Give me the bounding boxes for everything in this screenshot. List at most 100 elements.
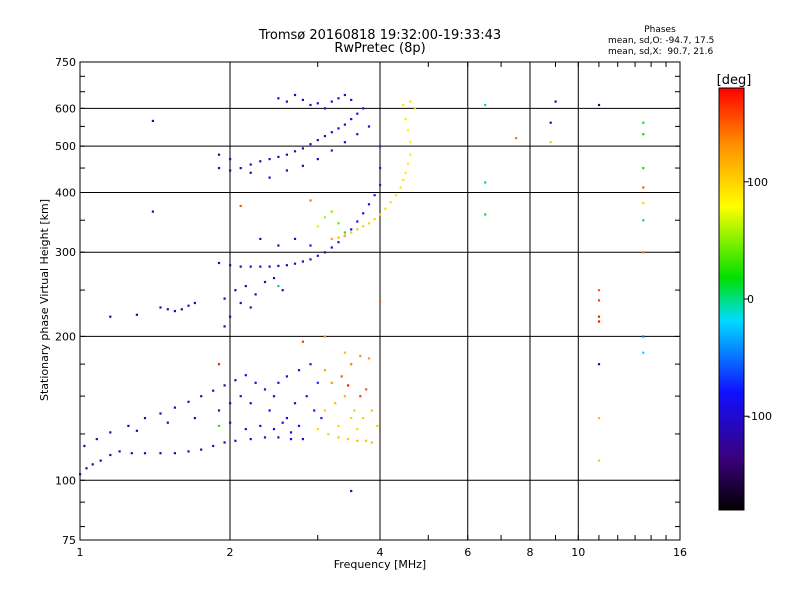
- data-point: [239, 167, 242, 170]
- data-point: [229, 402, 232, 405]
- data-point: [244, 374, 247, 377]
- data-point: [597, 299, 601, 302]
- data-point: [642, 202, 645, 205]
- data-point: [379, 213, 382, 216]
- data-point: [200, 395, 203, 398]
- data-points: [79, 93, 645, 493]
- data-point: [297, 369, 301, 372]
- data-point: [234, 439, 237, 442]
- data-point: [642, 251, 645, 254]
- data-point: [109, 431, 112, 434]
- y-tick-label: 600: [55, 102, 76, 115]
- data-point: [343, 93, 346, 97]
- data-point: [193, 417, 196, 420]
- data-point: [549, 121, 552, 124]
- data-point: [350, 363, 353, 366]
- data-point: [259, 424, 262, 427]
- data-point: [229, 421, 232, 424]
- data-point: [305, 395, 308, 398]
- data-point: [323, 107, 326, 110]
- data-point: [597, 103, 601, 107]
- chart-subtitle: RwPretec (8p): [334, 41, 425, 56]
- x-tick-label: 1: [77, 546, 84, 559]
- data-point: [356, 228, 359, 231]
- data-point: [118, 450, 121, 453]
- data-point: [212, 444, 215, 448]
- data-point: [151, 210, 154, 213]
- data-point: [277, 264, 280, 267]
- x-axis-label: Frequency [MHz]: [334, 558, 426, 571]
- data-point: [370, 441, 373, 444]
- y-axis-label: Stationary phase Virtual Height [km]: [38, 199, 51, 401]
- data-point: [320, 417, 323, 420]
- data-point: [384, 207, 387, 210]
- data-point: [409, 141, 412, 144]
- data-point: [166, 421, 169, 424]
- x-tick-label: 10: [571, 546, 585, 559]
- data-point: [223, 297, 226, 300]
- data-point: [83, 444, 86, 448]
- data-point: [173, 406, 176, 409]
- data-point: [484, 181, 487, 184]
- data-point: [362, 107, 365, 110]
- data-point: [379, 183, 382, 187]
- data-point: [554, 100, 557, 103]
- phases-stats-title: Phases: [644, 25, 676, 35]
- data-point: [223, 325, 226, 328]
- data-point: [173, 452, 176, 455]
- data-point: [223, 441, 226, 444]
- data-point: [268, 265, 271, 268]
- data-point: [316, 225, 319, 228]
- data-point: [263, 280, 267, 284]
- data-point: [309, 103, 312, 107]
- data-point: [293, 237, 297, 240]
- data-point: [309, 244, 312, 247]
- data-point: [330, 246, 333, 249]
- data-point: [334, 402, 337, 405]
- data-point: [642, 133, 645, 136]
- data-point: [642, 351, 645, 354]
- data-point: [597, 459, 601, 462]
- data-point: [399, 186, 402, 189]
- data-point: [330, 210, 333, 213]
- data-point: [370, 409, 373, 412]
- data-point: [109, 453, 112, 457]
- data-point: [642, 121, 645, 124]
- data-point: [79, 473, 82, 476]
- data-point: [642, 167, 645, 170]
- data-point: [135, 429, 138, 432]
- data-point: [249, 306, 252, 309]
- data-point: [316, 428, 319, 431]
- data-point: [337, 436, 340, 439]
- data-point: [301, 260, 304, 263]
- data-point: [229, 264, 232, 267]
- data-point: [337, 236, 340, 239]
- data-point: [362, 417, 365, 420]
- data-point: [85, 467, 88, 470]
- data-point: [343, 141, 346, 144]
- data-point: [285, 375, 288, 378]
- data-point: [404, 118, 407, 121]
- data-point: [285, 100, 288, 103]
- data-point: [301, 147, 304, 150]
- data-point: [343, 231, 346, 234]
- data-point: [173, 310, 176, 313]
- data-point: [293, 93, 297, 97]
- data-point: [597, 315, 601, 318]
- data-point: [268, 409, 271, 412]
- data-point: [159, 306, 162, 309]
- data-point: [249, 163, 252, 166]
- data-point: [301, 98, 304, 101]
- data-point: [379, 167, 382, 170]
- data-point: [356, 220, 359, 223]
- data-point: [365, 439, 368, 442]
- data-point: [373, 218, 376, 221]
- data-point: [309, 199, 312, 202]
- data-point: [229, 169, 232, 172]
- data-point: [187, 450, 190, 453]
- data-point: [330, 237, 333, 240]
- data-point: [277, 285, 280, 288]
- data-point: [254, 293, 257, 296]
- data-point: [234, 289, 237, 292]
